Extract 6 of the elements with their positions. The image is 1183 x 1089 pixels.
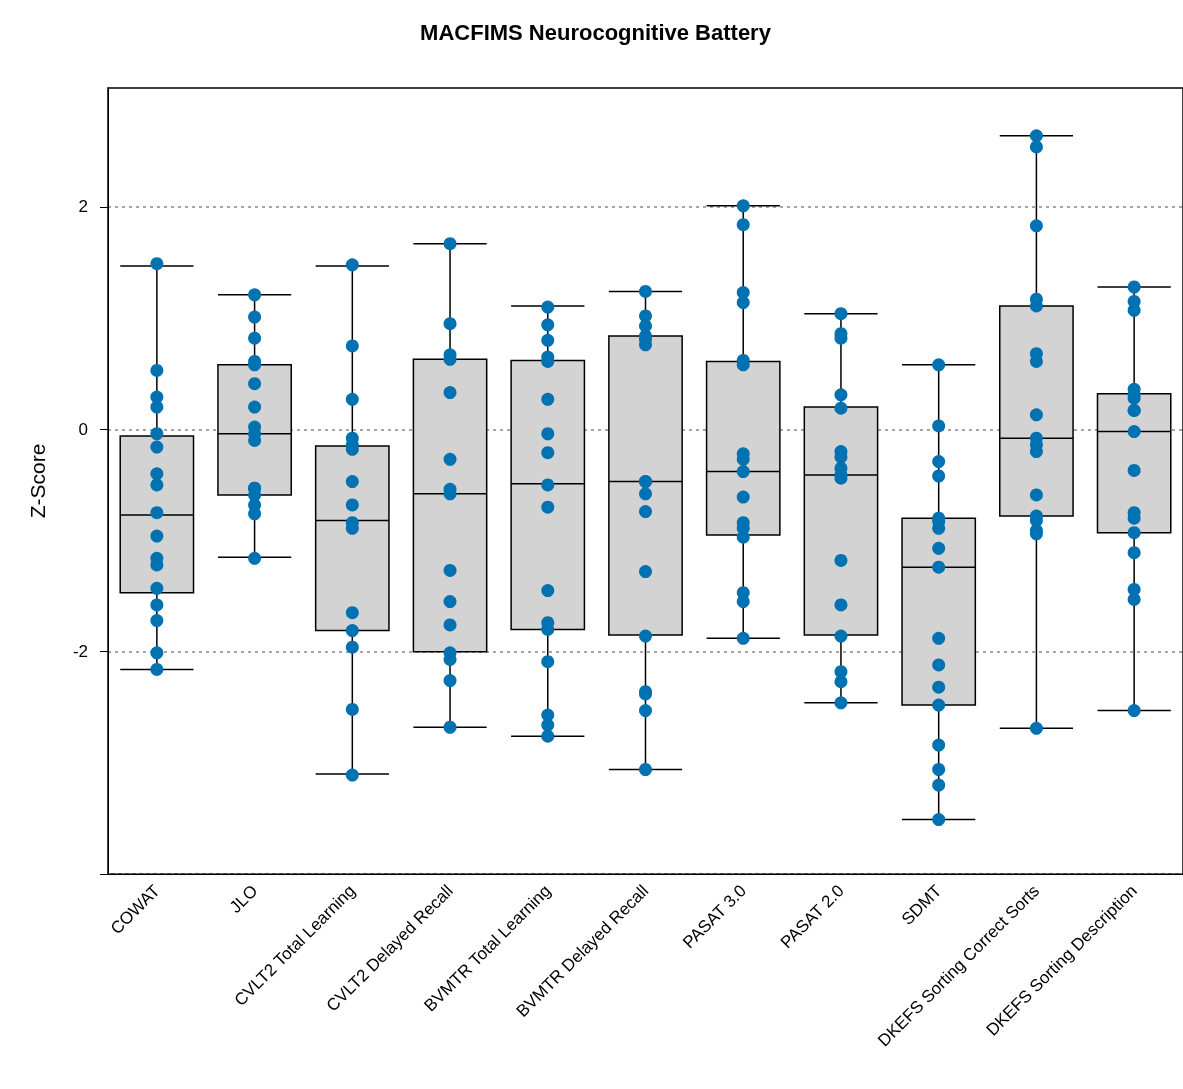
y-tick-label: 0 bbox=[78, 419, 88, 439]
y-axis-title: Z-Score bbox=[26, 443, 49, 519]
y-tick-label: 2 bbox=[78, 197, 88, 217]
chart-title: MACFIMS Neurocognitive Battery bbox=[420, 19, 772, 45]
x-tick-label: JLO bbox=[225, 881, 262, 917]
y-tick-label: -2 bbox=[72, 642, 88, 662]
